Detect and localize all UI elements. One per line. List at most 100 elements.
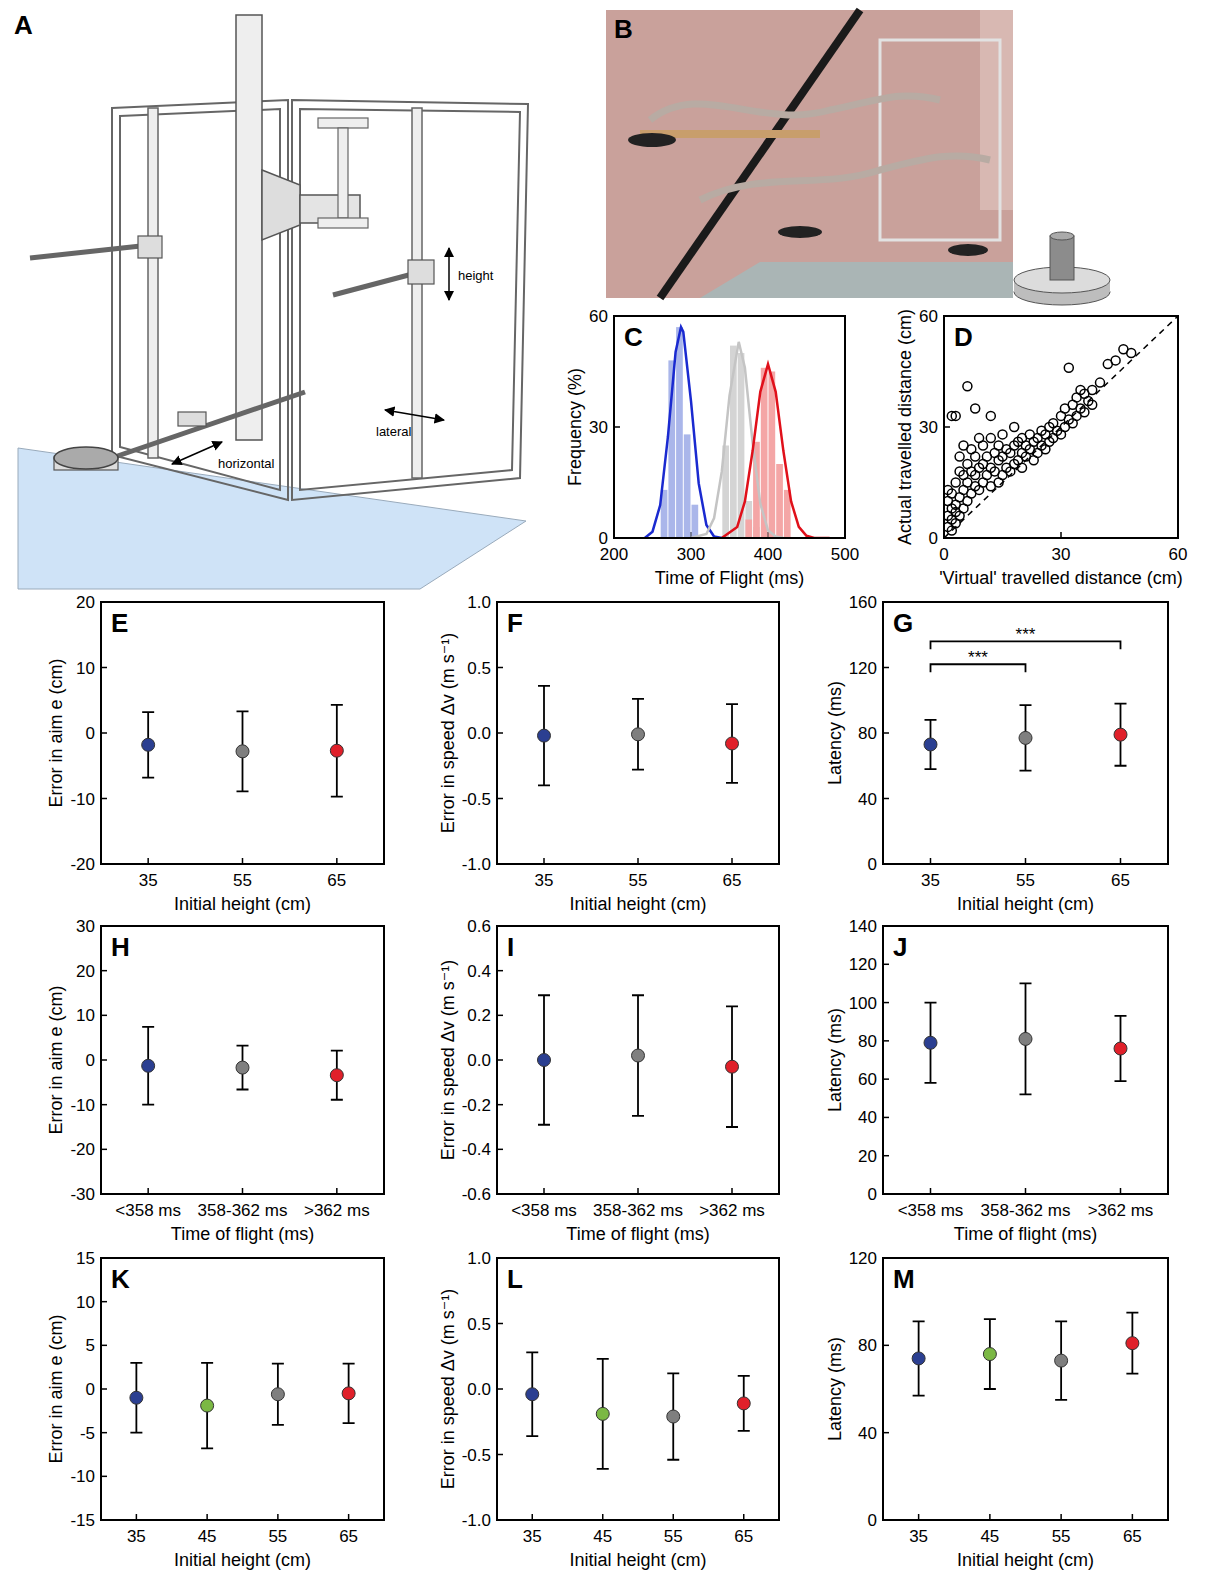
error-bar xyxy=(237,711,249,791)
x-tick-label: >362 ms xyxy=(699,1201,765,1220)
plot-frame xyxy=(883,926,1168,1194)
scatter-point xyxy=(1111,356,1120,365)
y-tick-label: -5 xyxy=(80,1424,95,1443)
x-tick-label: 500 xyxy=(831,545,859,564)
plot-frame xyxy=(101,602,384,864)
x-axis-title: 'Virtual' travelled distance (cm) xyxy=(939,568,1183,588)
diagram-label: horizontal xyxy=(218,456,274,471)
y-tick-label: 1.0 xyxy=(467,1249,491,1268)
y-tick-label: -0.2 xyxy=(462,1096,491,1115)
scatter-point xyxy=(1064,363,1073,372)
mean-dot xyxy=(538,1054,551,1067)
scatter-point xyxy=(986,434,995,443)
right-rail xyxy=(412,108,422,478)
figure: heightlateralhorizontalAB030602003004005… xyxy=(0,0,1226,1591)
error-bar xyxy=(130,1363,142,1433)
y-axis-title: Error in speed Δv (m s⁻¹) xyxy=(438,1289,458,1490)
error-bar xyxy=(925,720,937,769)
x-tick-label: 0 xyxy=(939,545,948,564)
error-bar xyxy=(343,1364,355,1423)
error-bar xyxy=(526,1352,538,1436)
histogram-bar xyxy=(692,505,699,538)
y-tick-label: 40 xyxy=(858,1424,877,1443)
y-tick-label: 140 xyxy=(849,917,877,936)
y-axis-title: Frequency (%) xyxy=(565,368,585,486)
x-tick-label: <358 ms xyxy=(898,1201,964,1220)
scatter-point xyxy=(998,430,1007,439)
y-axis-title: Error in aim e (cm) xyxy=(46,658,66,807)
mean-dot xyxy=(632,1049,645,1062)
plot-frame xyxy=(883,1258,1168,1520)
y-tick-label: 0.4 xyxy=(467,962,491,981)
chart-panel: 03060200300400500Time of Flight (ms)Freq… xyxy=(565,307,859,588)
histogram-bar xyxy=(745,501,752,538)
left-rail xyxy=(148,108,158,458)
y-tick-label: 40 xyxy=(858,1108,877,1127)
plot-data xyxy=(924,704,1127,771)
error-bar xyxy=(913,1321,925,1395)
diagram-label: height xyxy=(458,268,494,283)
error-bar xyxy=(597,1359,609,1469)
bracket xyxy=(338,128,348,218)
error-bar xyxy=(667,1373,679,1459)
mean-dot xyxy=(236,1061,249,1074)
y-tick-label: 1.0 xyxy=(467,593,491,612)
plot-data xyxy=(645,327,830,538)
plot-data xyxy=(924,983,1127,1094)
mean-dot xyxy=(330,1069,343,1082)
platform xyxy=(54,447,118,469)
plot-data xyxy=(142,1027,344,1105)
x-tick-label: 358-362 ms xyxy=(981,1201,1071,1220)
scatter-point xyxy=(955,452,964,461)
platform xyxy=(948,244,988,256)
scatter-point xyxy=(971,404,980,413)
x-tick-label: >362 ms xyxy=(304,1201,370,1220)
panel-letter: M xyxy=(893,1264,915,1294)
error-bar xyxy=(538,686,550,786)
line xyxy=(722,364,830,538)
error-bar xyxy=(538,995,550,1125)
x-tick-label: 358-362 ms xyxy=(593,1201,683,1220)
mean-dot xyxy=(130,1391,143,1404)
x-axis-title: Time of flight (ms) xyxy=(566,1224,709,1244)
x-tick-label: 55 xyxy=(233,871,252,890)
plot-frame xyxy=(101,926,384,1194)
icon-cylinder xyxy=(1050,232,1074,240)
x-tick-label: 55 xyxy=(1016,871,1035,890)
bottom-arm xyxy=(100,392,305,462)
y-tick-label: 80 xyxy=(858,1032,877,1051)
right-frame xyxy=(292,100,528,500)
chart-panel: -20-1001020355565Initial height (cm)Erro… xyxy=(46,593,384,914)
x-axis-title: Initial height (cm) xyxy=(569,894,706,914)
chart-panel: -1.0-0.50.00.51.0355565Initial height (c… xyxy=(438,593,779,914)
bracket xyxy=(318,218,368,228)
x-tick-label: 65 xyxy=(723,871,742,890)
panel-letter: H xyxy=(111,932,130,962)
plot-data xyxy=(526,1352,751,1469)
plot-frame xyxy=(497,1258,779,1520)
y-axis-title: Actual travelled distance (cm) xyxy=(895,309,915,545)
error-bar xyxy=(632,699,644,770)
tank xyxy=(700,262,1013,298)
chart-panel: 0408012035455565Initial height (cm)Laten… xyxy=(825,1249,1168,1570)
mean-dot xyxy=(912,1352,925,1365)
x-tick-label: 300 xyxy=(677,545,705,564)
mean-dot xyxy=(236,745,249,758)
mean-dot xyxy=(924,1036,937,1049)
slider xyxy=(178,412,206,426)
x-tick-label: 45 xyxy=(593,1527,612,1546)
mean-dot xyxy=(526,1388,539,1401)
error-bar xyxy=(1055,1321,1067,1400)
mean-dot xyxy=(142,738,155,751)
y-tick-label: 30 xyxy=(76,917,95,936)
error-bar xyxy=(984,1319,996,1389)
x-axis-title: Initial height (cm) xyxy=(957,1550,1094,1570)
mean-dot xyxy=(330,744,343,757)
y-axis-title: Error in aim e (cm) xyxy=(46,985,66,1134)
significance-label: *** xyxy=(1016,625,1036,644)
y-tick-label: -0.6 xyxy=(462,1185,491,1204)
histogram-bar xyxy=(776,464,783,538)
chart-panel: -1.0-0.50.00.51.035455565Initial height … xyxy=(438,1249,779,1570)
mean-dot xyxy=(667,1410,680,1423)
y-tick-label: 0 xyxy=(868,855,877,874)
